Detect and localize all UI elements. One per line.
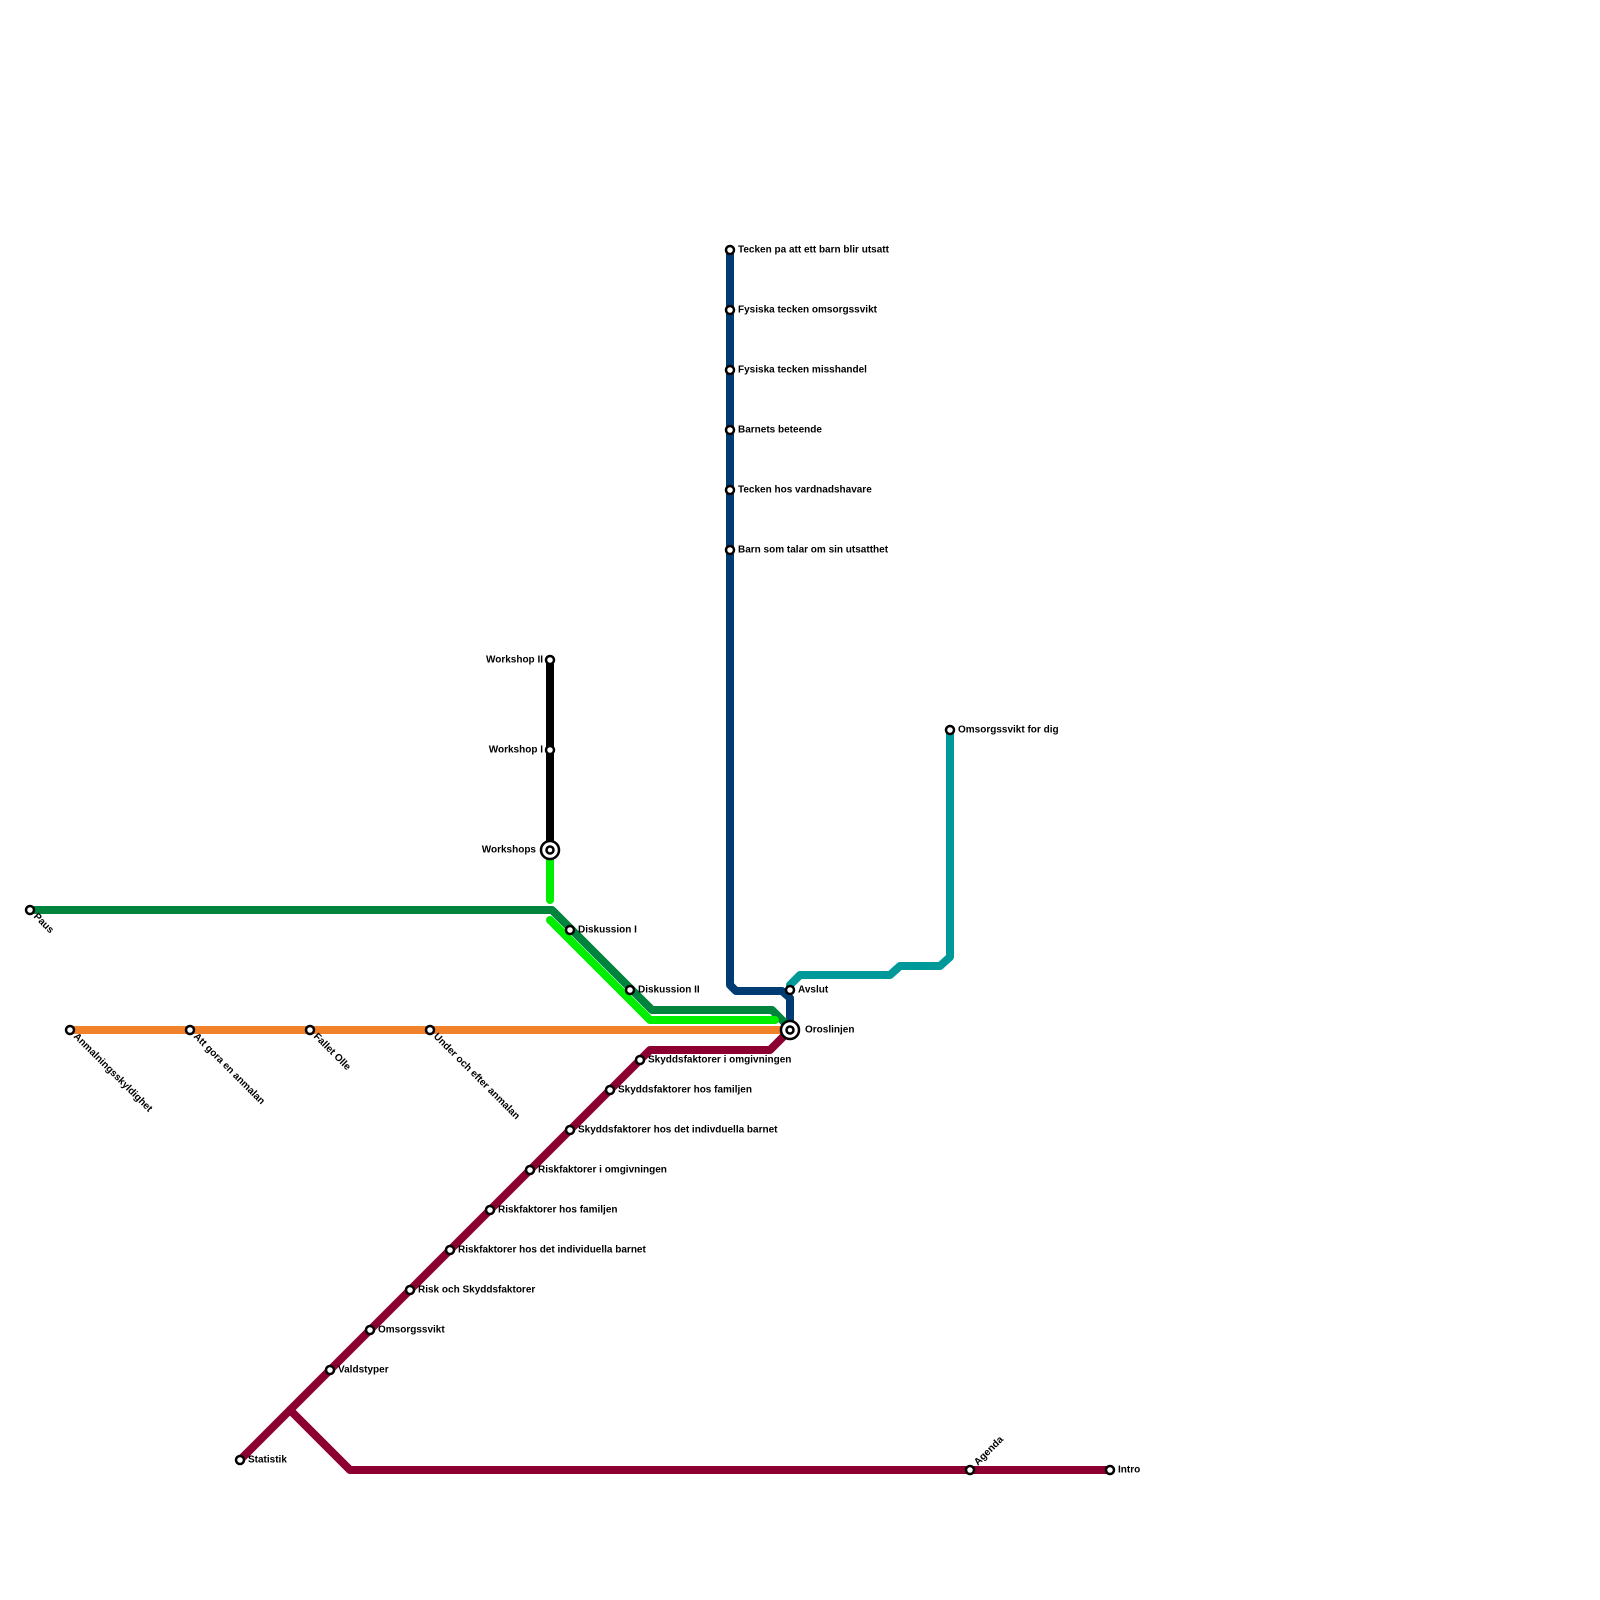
- station-label: Under och efter anmalan: [431, 1031, 522, 1122]
- station: [184, 1024, 196, 1036]
- station-label: Diskussion II: [638, 985, 700, 996]
- station-label: Omsorgssvikt for dig: [958, 725, 1059, 736]
- station-label: Skyddsfaktorer hos det indivduella barne…: [578, 1125, 778, 1136]
- station: [784, 984, 796, 996]
- station-label: Agenda: [972, 1434, 1006, 1468]
- station: [724, 544, 736, 556]
- station-label: Paus: [31, 911, 56, 936]
- station-label: Valdstyper: [338, 1365, 389, 1376]
- station-label: Statistik: [248, 1455, 287, 1466]
- station-label: Risk och Skyddsfaktorer: [418, 1285, 535, 1296]
- station-label: Barnets beteende: [738, 425, 822, 436]
- station: [234, 1454, 246, 1466]
- station: [604, 1084, 616, 1096]
- labels: Tecken pa att ett barn blir utsatt Fysis…: [31, 245, 1140, 1476]
- station-label: Riskfaktorer hos familjen: [498, 1205, 617, 1216]
- station-label: Skyddsfaktorer hos familjen: [618, 1085, 752, 1096]
- station: [324, 1364, 336, 1376]
- station-label: Fallet Olle: [311, 1031, 353, 1073]
- station: [724, 424, 736, 436]
- station: [424, 1024, 436, 1036]
- station: [24, 904, 36, 916]
- line-teal: [786, 726, 954, 989]
- station: [484, 1204, 496, 1216]
- station: [724, 484, 736, 496]
- station: [524, 1164, 536, 1176]
- line-dark-green: [26, 906, 794, 1032]
- station: [544, 654, 556, 666]
- station-label: Fysiska tecken omsorgssvikt: [738, 305, 878, 316]
- station: [624, 984, 636, 996]
- station: [1104, 1464, 1116, 1476]
- station-label: Anmalningsskyldighet: [71, 1031, 155, 1115]
- station: [304, 1024, 316, 1036]
- station: [724, 304, 736, 316]
- station-label: Riskfaktorer i omgivningen: [538, 1165, 667, 1176]
- station: [724, 244, 736, 256]
- station-label: Oroslinjen: [805, 1025, 854, 1036]
- station: [964, 1464, 976, 1476]
- station: [364, 1324, 376, 1336]
- station: [944, 724, 956, 736]
- line-navy: [726, 246, 794, 1034]
- station-label: Diskussion I: [578, 925, 637, 936]
- station-label: Avslut: [798, 985, 829, 996]
- line-crimson: [236, 1026, 794, 1464]
- line-crimson: [286, 1406, 1114, 1474]
- station: [404, 1284, 416, 1296]
- station-label: Barn som talar om sin utsatthet: [738, 545, 889, 556]
- interchange: [785, 1025, 795, 1035]
- station-label: Workshops: [482, 845, 537, 856]
- lines: [26, 246, 1114, 1474]
- station: [564, 924, 576, 936]
- station: [64, 1024, 76, 1036]
- line-green: [546, 916, 779, 1024]
- station-label: Fysiska tecken misshandel: [738, 365, 867, 376]
- interchange: [545, 845, 555, 855]
- station: [634, 1054, 646, 1066]
- station: [724, 364, 736, 376]
- station-label: Workshop II: [486, 655, 543, 666]
- station-label: Tecken hos vardnadshavare: [738, 485, 872, 496]
- station-label: Intro: [1118, 1465, 1140, 1476]
- station-label: Skyddsfaktorer i omgivningen: [648, 1055, 791, 1066]
- stations: [24, 244, 1116, 1476]
- station-label: Att gora en anmalan: [191, 1031, 267, 1107]
- station-label: Riskfaktorer hos det individuella barnet: [458, 1245, 646, 1256]
- station: [444, 1244, 456, 1256]
- station: [544, 744, 556, 756]
- station-label: Tecken pa att ett barn blir utsatt: [738, 245, 890, 256]
- station: [564, 1124, 576, 1136]
- station-label: Workshop I: [489, 745, 543, 756]
- station-label: Omsorgssvikt: [378, 1325, 445, 1336]
